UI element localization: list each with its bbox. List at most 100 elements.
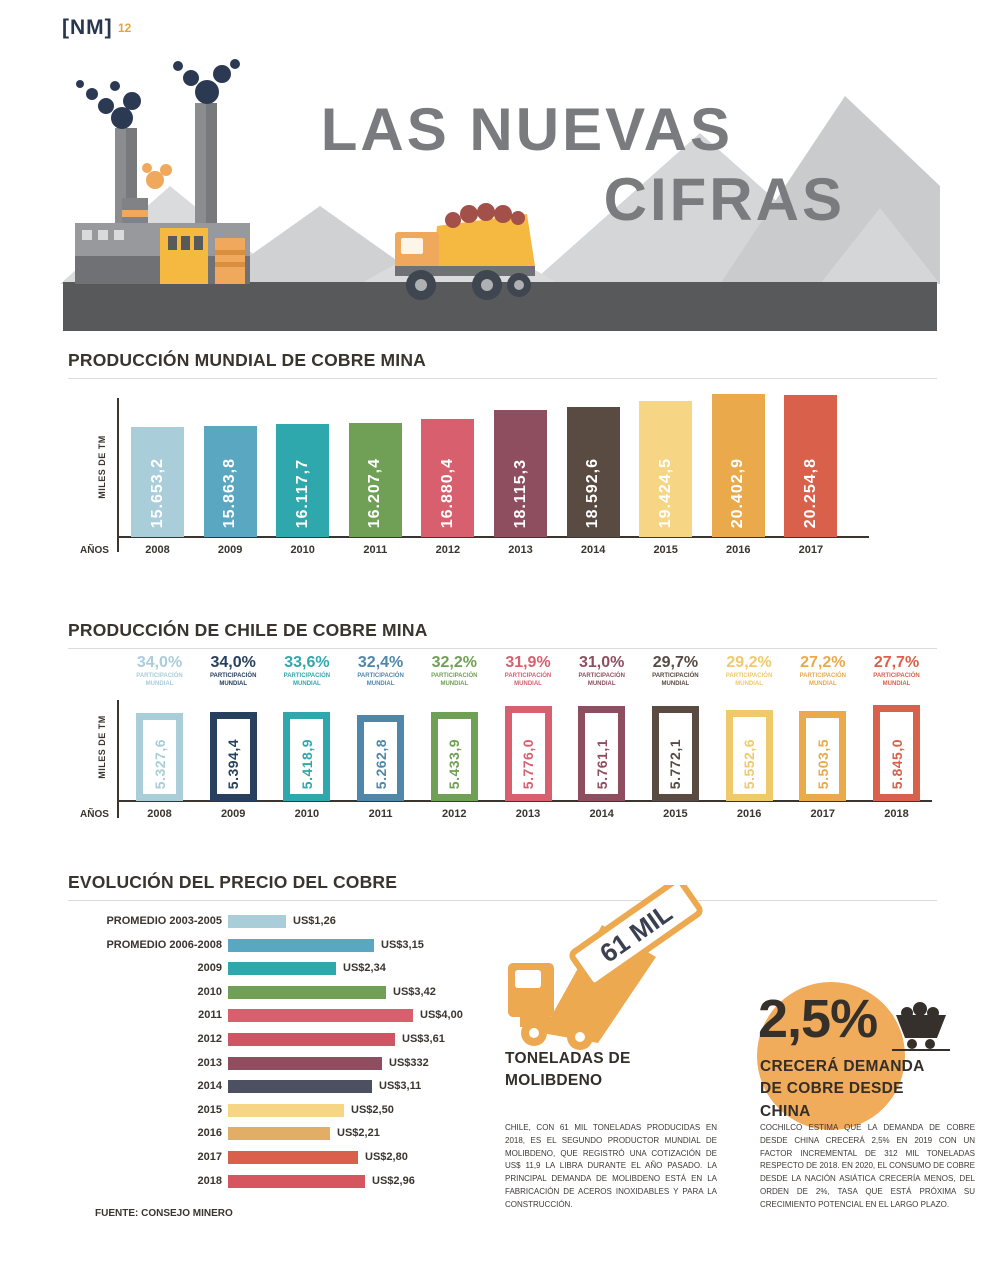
bar-value-label: 5.503,5	[814, 738, 831, 789]
hero-title-line1: LAS NUEVAS	[320, 96, 733, 163]
price-value-8: US$2,50	[351, 1103, 394, 1116]
chile-share-2008: 34,0% PARTICIPACIÓN MUNDIAL	[122, 654, 198, 689]
bar-value-label: 5.418,9	[298, 738, 315, 789]
share-caption: PARTICIPACIÓN MUNDIAL	[209, 673, 257, 687]
chile-production-bar-2015: 5.772,1	[651, 706, 699, 801]
share-caption: PARTICIPACIÓN MUNDIAL	[873, 673, 920, 687]
accent-circle	[757, 982, 905, 1130]
price-evolution-title: EVOLUCIÓN DEL PRECIO DEL COBRE	[68, 872, 398, 892]
chile-year-tick-2014: 2014	[589, 808, 614, 820]
chile-share-2015: 29,7% PARTICIPACIÓN MUNDIAL	[637, 654, 713, 689]
share-percent-value: 29,2%	[726, 654, 772, 671]
chile-year-tick-2017: 2017	[810, 808, 836, 820]
world-year-tick-2011: 2011	[363, 544, 388, 556]
molybdenum-heading: TONELADAS DE MOLIBDENO	[505, 1050, 631, 1090]
china-heading: CRECERÁ DEMANDA DE COBRE DESDE CHINA	[760, 1058, 925, 1120]
divider	[68, 648, 937, 649]
world-production-bar-2012: 16.880,4	[421, 419, 475, 537]
price-row-label-2: 2009	[197, 962, 222, 975]
world-production-bar-2008: 15.653,2	[131, 427, 184, 537]
world-production-bar-2011: 16.207,4	[348, 423, 402, 537]
price-row-label-5: 2012	[197, 1033, 222, 1045]
price-value-11: US$2,96	[372, 1174, 415, 1187]
world-production-x-axis	[117, 536, 869, 538]
share-caption: PARTICIPACIÓN MUNDIAL	[504, 673, 552, 687]
bar-value-label: 18.115,3	[511, 458, 529, 528]
price-value-4: US$4,00	[420, 1009, 463, 1022]
hero-title-line2: CIFRAS	[603, 166, 845, 233]
price-bar-11	[228, 1174, 365, 1188]
truck-cab	[508, 963, 593, 1050]
chile-production-x-axis	[117, 800, 932, 802]
price-bar-9	[228, 1127, 330, 1141]
chile-share-2017: 27,2% PARTICIPACIÓN MUNDIAL	[785, 654, 861, 689]
bar-value-label: 16.207,4	[366, 457, 384, 528]
price-value-6: US$332	[389, 1056, 429, 1069]
chile-production-bar-2013: 5.776,0	[504, 706, 552, 801]
chile-year-tick-2012: 2012	[442, 808, 467, 820]
bar-value-label: 5.776,0	[520, 738, 536, 789]
world-production-y-axis	[117, 398, 119, 552]
price-bar-0	[228, 915, 286, 928]
bar-value-label: 5.845,0	[888, 738, 905, 789]
share-percent-value: 34,0%	[210, 654, 256, 671]
world-production-bar-2015: 19.424,5	[639, 401, 693, 537]
chile-production-x-axis-label: AÑOS	[80, 809, 109, 820]
chile-share-2014: 31,0% PARTICIPACIÓN MUNDIAL	[564, 654, 640, 689]
bar-value-label: 20.402,9	[729, 457, 747, 528]
price-bar-1	[228, 938, 374, 952]
chile-production-bar-2008: 5.327,6	[136, 713, 183, 801]
factory-illustration	[75, 59, 250, 284]
price-value-9: US$2,21	[337, 1127, 380, 1140]
chile-production-bar-2014: 5.761,1	[578, 706, 626, 801]
price-row-label-3: 2010	[197, 985, 222, 998]
price-row-label-8: 2015	[197, 1103, 222, 1116]
world-year-tick-2015: 2015	[653, 544, 678, 556]
bar-value-label: 15.653,2	[148, 457, 166, 528]
world-production-bar-2009: 15.863,8	[203, 426, 257, 537]
share-percent-value: 32,4%	[357, 654, 404, 671]
divider	[68, 900, 937, 901]
chile-share-2011: 32,4% PARTICIPACIÓN MUNDIAL	[343, 654, 419, 689]
chile-year-tick-2011: 2011	[368, 808, 393, 820]
bar-value-label: 16.117,7	[293, 458, 311, 528]
chile-production-title: PRODUCCIÓN DE CHILE DE COBRE MINA	[68, 620, 428, 640]
price-value-10: US$2,80	[365, 1151, 408, 1163]
smoke-icon	[76, 59, 240, 129]
share-caption: PARTICIPACIÓN MUNDIAL	[578, 673, 625, 687]
chile-year-tick-2008: 2008	[147, 808, 172, 820]
price-bar-10	[228, 1151, 358, 1164]
price-row-label-9: 2016	[197, 1127, 222, 1140]
bar-value-label: 20.254,8	[801, 457, 819, 528]
chile-share-2013: 31,9% PARTICIPACIÓN MUNDIAL	[490, 654, 566, 689]
chile-production-bar-2017: 5.503,5	[799, 711, 847, 801]
price-row-label-11: 2018	[197, 1174, 222, 1187]
share-caption: PARTICIPACIÓN MUNDIAL	[652, 673, 699, 687]
bar-value-label: 16.880,4	[438, 457, 456, 528]
bar-value-label: 5.262,8	[372, 738, 389, 789]
price-bar-4	[228, 1009, 413, 1023]
share-caption: PARTICIPACIÓN MUNDIAL	[357, 673, 404, 687]
share-caption: PARTICIPACIÓN MUNDIAL	[283, 673, 331, 687]
chile-year-tick-2015: 2015	[663, 808, 688, 820]
share-percent-value: 31,9%	[505, 654, 551, 671]
world-production-bar-2010: 16.117,7	[276, 424, 330, 537]
chile-production-bar-2018: 5.845,0	[873, 705, 920, 801]
world-year-tick-2009: 2009	[217, 544, 243, 556]
price-bar-2	[228, 962, 336, 976]
chile-production-bar-2012: 5.433,9	[430, 712, 478, 801]
price-value-1: US$3,15	[381, 938, 424, 951]
chile-production-y-axis	[117, 700, 119, 818]
china-growth-stat: 2,5%	[758, 989, 878, 1049]
share-percent-value: 32,2%	[431, 654, 477, 671]
share-percent-value: 33,6%	[284, 654, 330, 671]
price-value-3: US$3,42	[393, 985, 436, 998]
chile-year-tick-2010: 2010	[294, 808, 320, 820]
chile-year-tick-2013: 2013	[515, 808, 541, 820]
chile-year-tick-2009: 2009	[220, 808, 246, 820]
source-note: FUENTE: CONSEJO MINERO	[95, 1208, 233, 1219]
price-row-label-7: 2014	[197, 1080, 222, 1093]
world-year-tick-2012: 2012	[435, 544, 461, 556]
world-production-bar-2017: 20.254,8	[784, 395, 838, 537]
